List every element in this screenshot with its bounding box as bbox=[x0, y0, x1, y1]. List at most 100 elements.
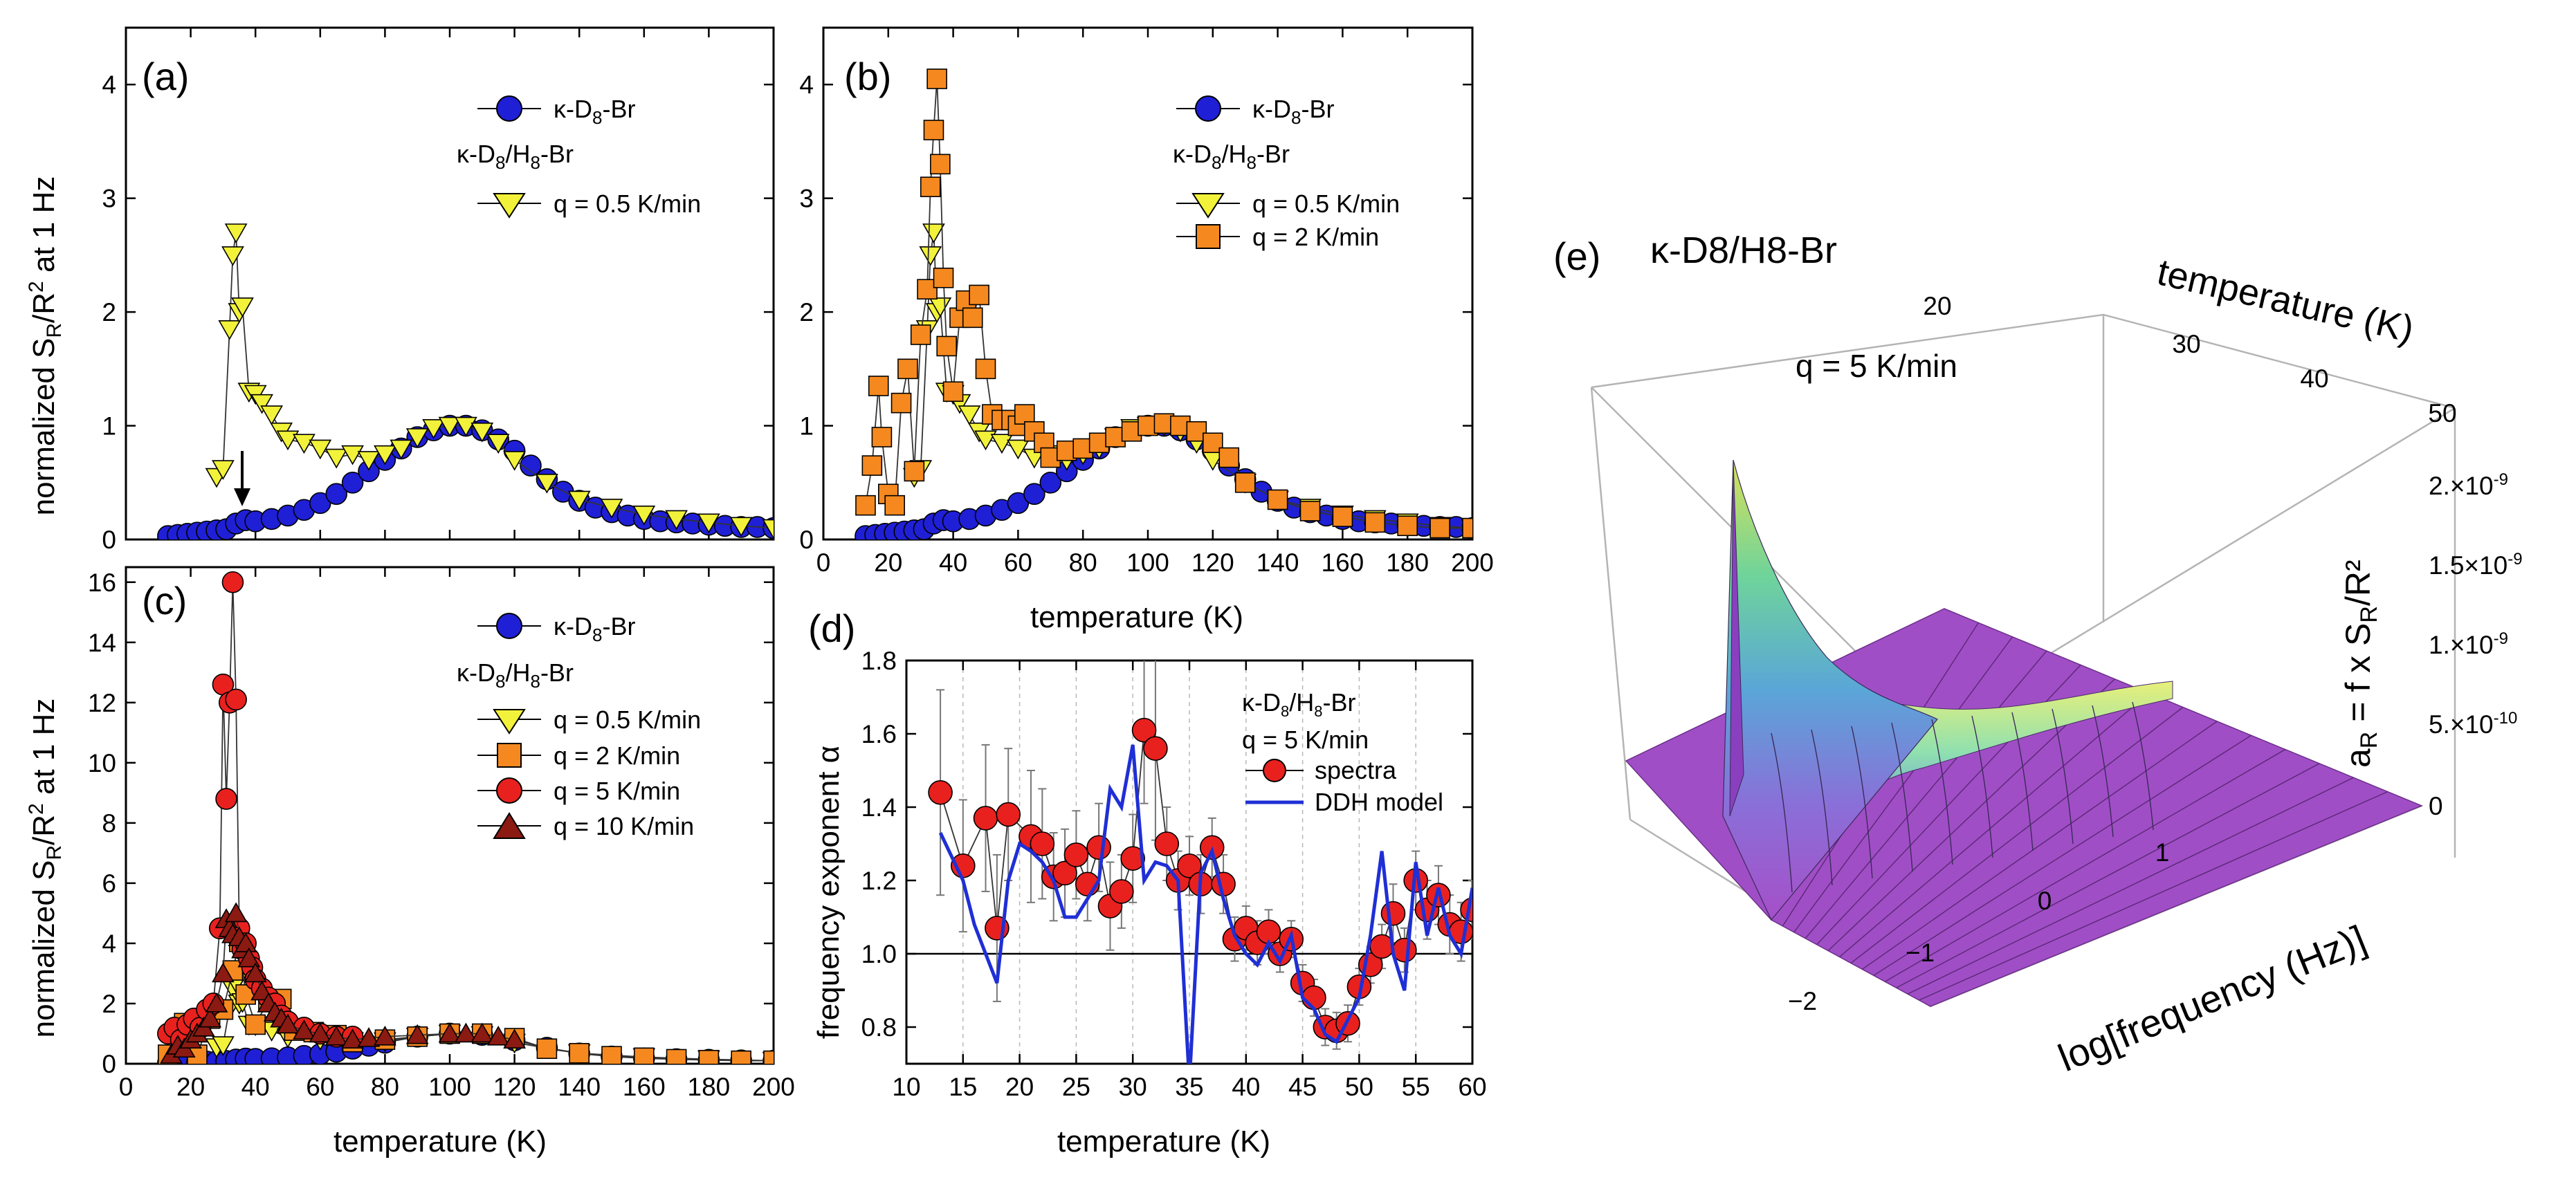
legend-marker-square-orange bbox=[497, 743, 522, 768]
series-group bbox=[855, 68, 1472, 539]
x-tick-label: 80 bbox=[1069, 548, 1097, 577]
e-freq-tick-label: 1 bbox=[2155, 838, 2170, 867]
x-tick-label: 120 bbox=[1191, 548, 1234, 577]
data-point-q-2-k-min bbox=[975, 358, 996, 380]
data-point-q-2-k-min bbox=[1364, 512, 1386, 533]
data-point-q-0-5-k-min bbox=[729, 517, 753, 537]
data-point-q-0-5-k-min bbox=[405, 428, 429, 448]
data-point-q-0-5-k-min bbox=[341, 445, 364, 465]
mesh-line bbox=[2052, 708, 2074, 844]
panel-a: 0 1 2 3 4 (a) normalized SR/R2 at 1 Hz κ-D8-… bbox=[25, 26, 775, 554]
data-point-spectra bbox=[1131, 717, 1157, 743]
data-point-spectra bbox=[1154, 831, 1180, 856]
data-point-q-0-5-k-min bbox=[471, 422, 494, 443]
y-tick-label: 0 bbox=[799, 526, 814, 554]
data-point-q-2-k-min bbox=[861, 455, 883, 476]
e-freq-ticks: −2 −1 0 1 bbox=[1788, 838, 2169, 1015]
data-point-q-10-k-min bbox=[205, 992, 228, 1013]
data-point-spectra bbox=[996, 802, 1021, 827]
ridge-mesh-lines bbox=[1771, 701, 2154, 893]
data-point-q-0-5-k-min bbox=[486, 434, 510, 454]
data-point-q-0-5-k-min bbox=[974, 430, 997, 451]
data-point-q-0-5-k-min bbox=[697, 513, 720, 534]
mesh-line bbox=[1851, 726, 1873, 879]
panel-a-label: (a) bbox=[142, 55, 189, 98]
data-point-q-10-k-min bbox=[357, 1027, 381, 1047]
y-tick-label: 14 bbox=[88, 629, 116, 657]
e-z-tick-label: 1.×10-9 bbox=[2429, 629, 2508, 659]
x-tick-label: 10 bbox=[892, 1073, 920, 1101]
mesh-line bbox=[1873, 735, 2251, 976]
x-tick-label: 40 bbox=[1232, 1073, 1260, 1101]
data-point-q-10-k-min bbox=[276, 1013, 300, 1034]
mesh-line bbox=[1861, 721, 2218, 970]
y-tick-label: 16 bbox=[88, 569, 116, 597]
mesh-line bbox=[2092, 705, 2114, 838]
x-tick-label: 160 bbox=[1322, 548, 1364, 577]
legend-marker-tri-yellow bbox=[1191, 193, 1225, 219]
mesh-line bbox=[1919, 791, 2388, 1001]
mesh-line bbox=[1884, 748, 2286, 982]
data-point-q-10-k-min bbox=[471, 1022, 494, 1043]
x-tick-label: 0 bbox=[119, 1073, 134, 1101]
x-tick-label: 20 bbox=[176, 1073, 205, 1101]
panel-b-legend: κ-D8-Br κ-D8/H8-Br q = 0.5 K/min q = 2 K… bbox=[1173, 95, 1400, 251]
mesh-line bbox=[1971, 715, 1993, 858]
legend-header: κ-D8/H8-Br bbox=[1242, 688, 1356, 720]
panel-d-label: (d) bbox=[808, 607, 855, 650]
x-tick-label: 200 bbox=[1451, 548, 1494, 577]
e-z-ticks: 0 5.×10-10 1.×10-9 1.5×10-9 2.×10-9 bbox=[2429, 470, 2523, 820]
surface-peak-front bbox=[1729, 459, 1744, 817]
data-point-q-0-5-k-min bbox=[919, 246, 942, 266]
mesh-line bbox=[1907, 777, 2354, 995]
data-point-q-2-k-min bbox=[969, 284, 989, 306]
data-point-q-2-k-min bbox=[1332, 506, 1353, 527]
y-tick-label: 4 bbox=[799, 71, 814, 99]
panel-d-ylabel: frequency exponent α bbox=[812, 746, 846, 1039]
data-point-q-2-k-min bbox=[698, 1049, 720, 1064]
mesh-line bbox=[1850, 706, 2184, 964]
x-tick-label: 120 bbox=[493, 1073, 536, 1101]
panel-e-title: κ-D8/H8-Br bbox=[1650, 230, 1837, 271]
data-point-q-2-k-min bbox=[731, 1050, 751, 1064]
data-point-q-2-k-min bbox=[890, 392, 912, 414]
panel-c-xlabel: temperature (K) bbox=[334, 1125, 547, 1158]
data-point-spectra bbox=[973, 806, 998, 831]
x-tick-label: 140 bbox=[1257, 548, 1299, 577]
data-point-q-0-5-k-min bbox=[293, 434, 316, 454]
data-point-spectra bbox=[1301, 985, 1326, 1010]
legend-marker-tri-darkred bbox=[493, 812, 526, 839]
e-freq-tick-label: 0 bbox=[2038, 887, 2052, 915]
panel-a-plot: 0 1 2 3 4 bbox=[102, 26, 775, 554]
x-tick-label: 40 bbox=[241, 1073, 270, 1101]
data-point-q-0-5-k-min bbox=[260, 405, 283, 425]
y-tick-label: 4 bbox=[102, 930, 116, 958]
x-tick-label: 30 bbox=[1119, 1073, 1147, 1101]
data-point-q-0-5-k-min bbox=[357, 451, 381, 471]
data-point-q-2-k-min bbox=[235, 984, 256, 1005]
panel-d-xlabel: temperature (K) bbox=[1057, 1125, 1270, 1158]
y-tick-label: 0 bbox=[102, 1050, 116, 1078]
data-point-q-2-k-min bbox=[1462, 517, 1472, 539]
y-tick-label: 1.2 bbox=[861, 867, 897, 895]
data-point-q-2-k-min bbox=[871, 427, 893, 447]
legend-marker-tri-yellow bbox=[493, 193, 526, 219]
mesh-line bbox=[1891, 722, 1913, 872]
x-tick-label: 160 bbox=[623, 1073, 666, 1101]
x-tick-label: 100 bbox=[428, 1073, 471, 1101]
series-group bbox=[157, 223, 774, 539]
data-point-q-2-k-min bbox=[601, 1046, 622, 1064]
y-tick-label: 3 bbox=[102, 185, 116, 213]
y-tick-label: 4 bbox=[102, 71, 116, 99]
data-point-spectra bbox=[1109, 879, 1134, 904]
mesh-line bbox=[1771, 732, 1793, 893]
data-point-q-10-k-min bbox=[234, 932, 257, 952]
data-point-q-0-5-k-min bbox=[224, 223, 248, 243]
data-point-q-0-5-k-min bbox=[250, 394, 273, 414]
data-point-q-2-k-min bbox=[1014, 404, 1035, 425]
legend-marker-square-orange bbox=[1196, 224, 1221, 249]
data-point-q-10-k-min bbox=[309, 1022, 332, 1043]
legend-d8-br: κ-D8-Br bbox=[554, 612, 635, 645]
data-point-q-2-k-min bbox=[897, 358, 918, 380]
